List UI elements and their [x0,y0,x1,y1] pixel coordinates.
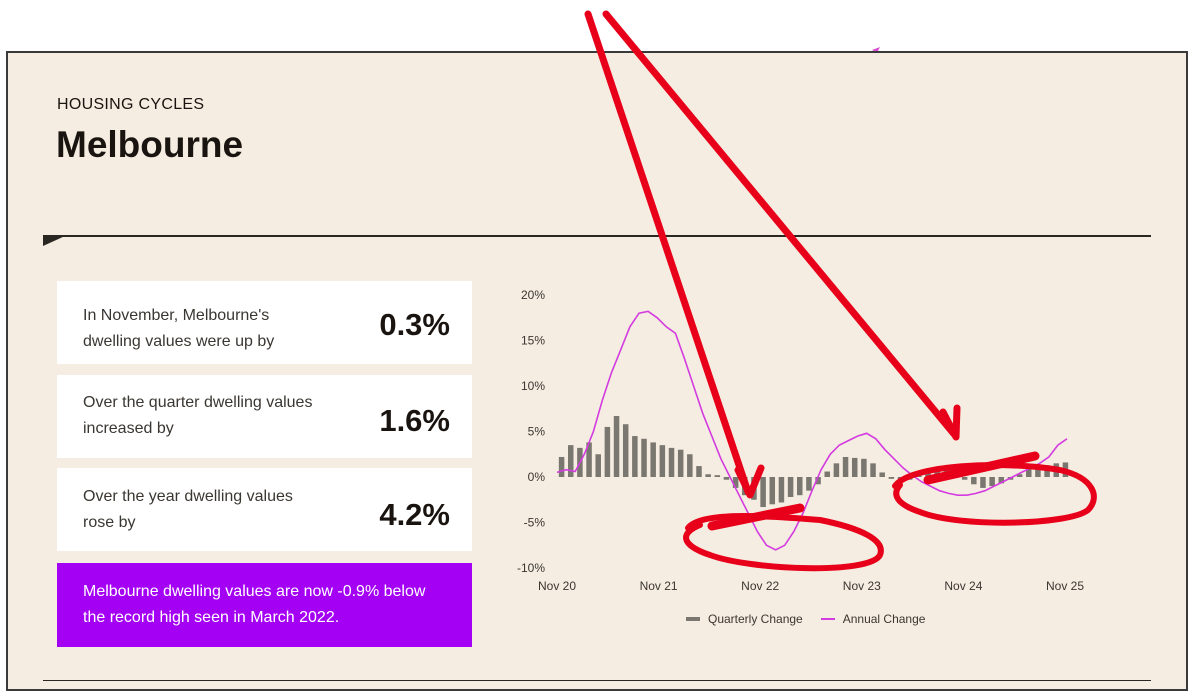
quarterly-bar [595,454,601,477]
quarterly-bar [934,469,940,477]
stat-description: In November, Melbourne's dwelling values… [83,307,275,350]
stat-card-annual: Over the year dwelling values rose by 4.… [57,468,472,551]
x-tick-label: Nov 24 [944,579,982,593]
legend-swatch-annual [820,618,835,620]
quarterly-bar [925,472,931,477]
page-title: Melbourne [56,124,244,165]
y-tick-label: 10% [521,379,545,393]
stat-description: Over the year dwelling values rose by [83,488,293,531]
quarterly-bar [815,477,821,485]
quarterly-bar [668,447,675,477]
quarterly-bar [769,477,776,505]
x-tick-label: Nov 25 [1046,579,1084,593]
divider [43,235,1151,237]
quarterly-bar [989,477,995,487]
quarterly-bar [787,477,794,498]
y-tick-label: 0% [528,470,546,484]
y-tick-label: -5% [524,516,546,530]
quarterly-bar [714,475,721,477]
quarterly-bar [1053,463,1060,477]
x-tick-label: Nov 20 [538,579,576,593]
stat-value: 1.6% [379,403,450,438]
quarterly-bar [906,477,913,480]
x-tick-label: Nov 21 [640,579,678,593]
legend-label-annual: Annual Change [842,612,926,626]
stat-card-monthly: In November, Melbourne's dwelling values… [57,281,472,364]
quarterly-bar [696,466,702,477]
stat-description: Over the quarter dwelling values increas… [83,394,313,437]
quarterly-bar [897,477,904,482]
divider-marker [43,236,65,246]
quarterly-bar [861,458,867,477]
quarterly-bar [888,477,895,479]
section-eyebrow: HOUSING CYCLES [57,96,205,113]
quarterly-bar [797,477,803,496]
y-tick-label: -10% [517,561,545,575]
quarterly-bar [952,473,959,477]
quarterly-bar [558,456,565,477]
quarterly-bar [659,445,666,477]
quarterly-bar [705,474,711,477]
quarterly-bar [778,477,785,503]
quarterly-bar [687,454,693,477]
quarterly-bar [732,477,739,488]
record-high-callout: Melbourne dwelling values are now -0.9% … [57,563,472,647]
quarterly-bar [851,457,858,477]
bottom-divider [43,680,1151,681]
quarterly-bar [1062,462,1069,477]
housing-cycle-chart: 20% 15% 10% 5% 0% -5% -10% Nov 20 Nov 21 Nov 22 No… [517,288,1084,593]
quarterly-bar [604,426,611,477]
quarterly-bar [943,468,950,477]
annual-change-line [556,310,1068,551]
y-tick-label: 5% [528,425,546,439]
y-tick-label: 20% [521,288,545,302]
quarterly-bar [824,471,830,477]
legend-label-quarterly: Quarterly Change [708,612,803,626]
quarterly-bar [916,475,922,477]
y-tick-label: 15% [521,334,545,348]
chart-legend: Quarterly Change Annual Change [686,612,925,626]
quarterly-bar [1035,466,1041,477]
quarterly-bar [723,477,730,480]
stat-value: 0.3% [379,307,450,342]
quarterly-bar [622,424,629,477]
quarterly-bar [961,477,968,480]
quarterly-bar [677,449,684,477]
quarterly-bar [760,477,766,508]
quarterly-bar [650,442,656,477]
quarterly-bar [567,445,574,477]
quarterly-bar [870,463,876,477]
stat-value: 4.2% [379,497,450,532]
quarterly-bar [751,477,757,500]
stat-card-quarterly: Over the quarter dwelling values increas… [57,375,472,458]
quarterly-bar [879,472,885,477]
quarterly-bar [632,436,638,477]
x-tick-label: Nov 22 [741,579,779,593]
quarterly-bar [613,416,620,477]
legend-swatch-quarterly [686,617,700,621]
x-tick-label: Nov 23 [843,579,881,593]
quarterly-bar [842,456,849,477]
quarterly-bar [742,477,748,496]
quarterly-bar [1044,465,1050,477]
quarterly-bar [971,477,977,485]
quarterly-bar [641,438,647,477]
quarterly-bar [980,477,986,488]
quarterly-bar [806,477,812,491]
quarterly-bar [833,463,840,477]
